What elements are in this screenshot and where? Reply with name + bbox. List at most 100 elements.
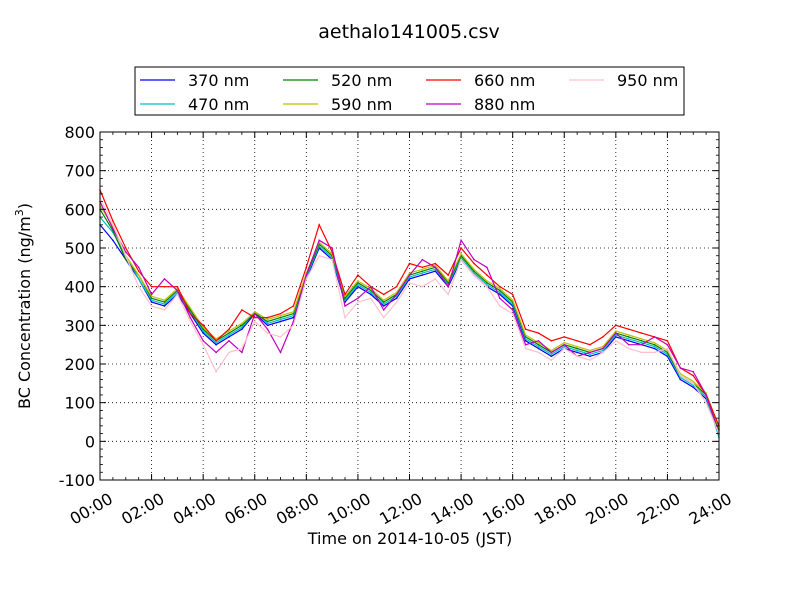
data-point — [640, 340, 643, 342]
data-point — [602, 349, 604, 352]
data-point — [331, 247, 333, 249]
data-point — [408, 274, 411, 276]
data-point — [537, 340, 540, 342]
data-point — [692, 386, 694, 389]
data-point — [382, 293, 385, 296]
data-point — [202, 332, 204, 334]
data-point — [434, 278, 437, 280]
data-point — [627, 334, 630, 336]
data-point — [421, 274, 424, 276]
data-point — [228, 351, 230, 354]
data-point — [370, 291, 372, 294]
data-point — [640, 338, 643, 340]
data-point — [163, 285, 166, 288]
data-point — [576, 340, 578, 342]
data-point — [215, 338, 217, 340]
data-point — [112, 227, 114, 230]
data-point — [189, 307, 192, 309]
series-470-nm — [99, 216, 720, 439]
data-point — [382, 316, 385, 319]
data-point — [137, 274, 140, 276]
data-point — [241, 328, 243, 331]
data-point — [524, 336, 527, 338]
data-point — [589, 343, 591, 346]
data-point — [228, 340, 230, 342]
data-point — [653, 336, 656, 338]
x-tick-label: 24:00 — [686, 489, 735, 529]
data-point — [150, 301, 153, 303]
y-tick-labels: -100 0 100 200 300 400 500 600 700 800 — [59, 123, 95, 490]
data-point — [125, 258, 127, 261]
y-tick-label: 600 — [64, 200, 95, 219]
data-point — [537, 351, 540, 354]
data-point — [357, 297, 359, 300]
data-point — [279, 336, 282, 338]
data-point — [408, 272, 411, 274]
data-point — [537, 332, 540, 334]
data-point — [640, 341, 643, 344]
data-point — [279, 320, 282, 323]
data-point — [344, 293, 346, 296]
data-point — [486, 283, 488, 286]
data-point — [176, 293, 179, 296]
data-point — [292, 324, 295, 327]
data-point — [627, 338, 630, 340]
data-point — [125, 247, 127, 249]
data-point — [228, 332, 230, 334]
legend-box — [134, 66, 685, 116]
y-axis-title-superscript: 3 — [13, 209, 26, 216]
data-point — [576, 355, 578, 358]
data-point — [241, 351, 243, 354]
data-point — [602, 351, 604, 354]
data-point — [241, 347, 243, 350]
y-tick-label: 300 — [64, 316, 95, 335]
data-point — [692, 374, 694, 377]
x-tick-label: 14:00 — [428, 489, 477, 529]
data-point — [473, 268, 475, 271]
data-point — [705, 394, 707, 396]
y-tick-label: 500 — [64, 239, 95, 258]
x-tick-labels: 00:00 02:00 04:00 06:00 08:00 10:00 12:00 14:00… — [67, 489, 735, 529]
y-tick-label: 400 — [64, 278, 95, 297]
data-point — [499, 285, 501, 288]
y-tick-label: 800 — [64, 123, 95, 142]
data-point — [370, 297, 372, 300]
legend-label: 950 nm — [617, 71, 678, 90]
x-tick-label: 06:00 — [221, 489, 270, 529]
series-layer — [99, 189, 720, 439]
y-tick-label: -100 — [59, 471, 95, 490]
legend-item: 470 nm — [140, 95, 249, 114]
data-point — [176, 289, 179, 292]
data-point — [615, 334, 617, 336]
data-point — [163, 309, 166, 311]
data-point — [434, 262, 437, 265]
data-point — [357, 274, 359, 276]
x-axis-title: Time on 2014-10-05 (JST) — [307, 529, 512, 548]
data-point — [395, 297, 398, 300]
data-point — [408, 262, 411, 265]
y-axis-title: BC Concentration (ng/m3) — [13, 203, 34, 409]
data-point — [486, 266, 488, 269]
data-point — [692, 382, 694, 385]
data-point — [537, 345, 540, 348]
data-point — [202, 340, 204, 342]
data-point — [137, 266, 140, 269]
data-point — [524, 347, 527, 350]
data-point — [292, 312, 295, 315]
y-tick-label: 200 — [64, 355, 95, 374]
data-point — [524, 338, 527, 340]
data-point — [344, 299, 346, 302]
data-point — [215, 351, 217, 354]
data-point — [705, 401, 707, 404]
grid — [100, 132, 719, 480]
data-point — [627, 328, 630, 331]
data-point — [563, 347, 566, 350]
data-point — [499, 291, 501, 294]
x-tick-label: 08:00 — [273, 489, 322, 529]
data-point — [305, 274, 308, 276]
data-point — [615, 330, 617, 332]
data-point — [537, 343, 540, 346]
data-point — [344, 316, 346, 319]
data-point — [215, 343, 217, 346]
